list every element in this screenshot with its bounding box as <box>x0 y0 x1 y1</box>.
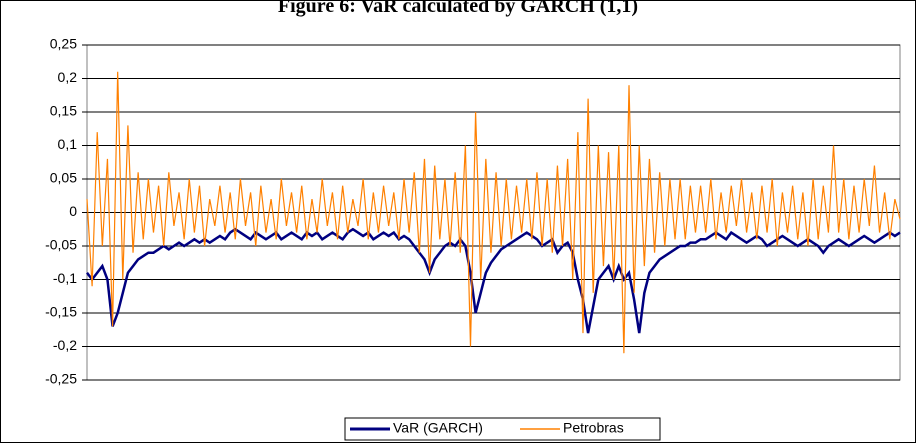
y-tick-label: 0,05 <box>50 170 77 186</box>
y-tick-label: 0,2 <box>58 69 78 85</box>
chart-title: Figure 6: VaR calculated by GARCH (1,1) <box>278 0 638 17</box>
y-tick-label: -0,1 <box>53 270 77 286</box>
y-tick-label: -0,2 <box>53 337 77 353</box>
y-tick-label: -0,25 <box>45 371 77 387</box>
y-tick-label: 0,15 <box>50 103 77 119</box>
legend-label: VaR (GARCH) <box>393 420 483 436</box>
y-tick-label: -0,05 <box>45 237 77 253</box>
series-line <box>86 71 901 354</box>
y-tick-label: -0,15 <box>45 304 77 320</box>
series-line <box>86 227 901 334</box>
y-tick-label: 0,25 <box>50 36 77 52</box>
y-tick-label: 0,1 <box>58 136 78 152</box>
legend-box <box>344 417 661 441</box>
y-tick-label: 0 <box>69 203 77 219</box>
legend-label: Petrobras <box>563 420 624 436</box>
